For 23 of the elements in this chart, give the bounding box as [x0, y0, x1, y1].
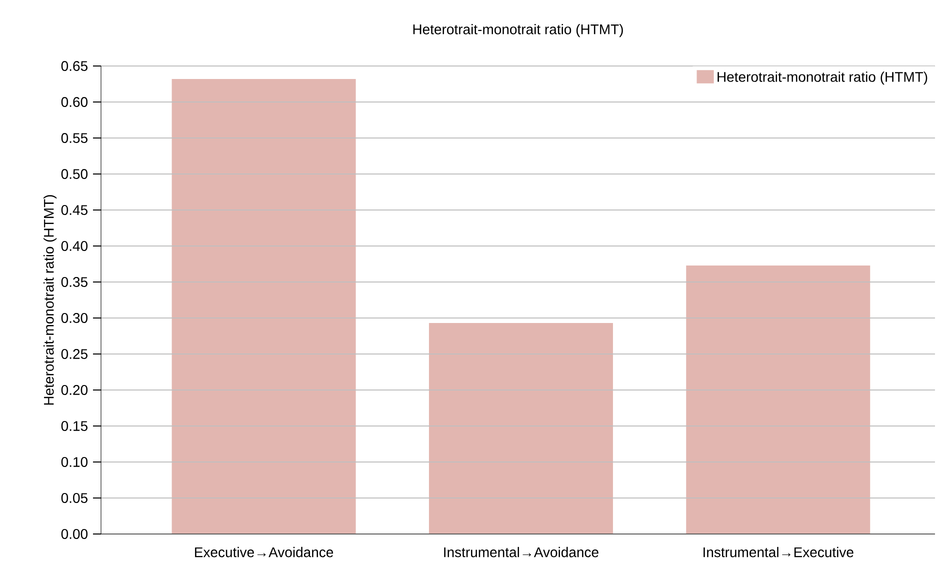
y-tick-label: 0.10	[61, 457, 88, 467]
bar	[172, 78, 356, 534]
bar	[686, 265, 870, 534]
x-tick-label: Instrumental→Executive	[704, 546, 854, 558]
y-tick-label: 0.30	[61, 313, 88, 323]
y-tick-label: 0.40	[61, 241, 88, 251]
y-tick-label: 0.00	[61, 529, 88, 539]
legend-label: Heterotrait-monotrait ratio (HTMT)	[718, 72, 928, 85]
y-tick-label: 0.55	[61, 133, 88, 143]
y-tick-label: 0.05	[61, 493, 88, 503]
bar	[428, 323, 613, 534]
y-axis-title: Heterotrait-monotrait ratio (HTMT)	[44, 195, 57, 405]
y-tick-label: 0.45	[61, 205, 88, 215]
y-tick-label: 0.20	[61, 385, 88, 395]
chart-title: Heterotrait-monotrait ratio (HTMT)	[413, 24, 623, 38]
y-tick-label: 0.35	[61, 277, 88, 287]
y-tick-label: 0.60	[61, 97, 88, 107]
x-tick-label: Executive→Avoidance	[195, 546, 334, 558]
y-tick-label: 0.15	[61, 421, 88, 431]
y-tick-label: 0.25	[61, 349, 88, 359]
x-tick-label: Instrumental→Avoidance	[444, 546, 598, 558]
y-tick-label: 0.65	[61, 61, 88, 71]
y-tick-label: 0.50	[61, 169, 88, 179]
